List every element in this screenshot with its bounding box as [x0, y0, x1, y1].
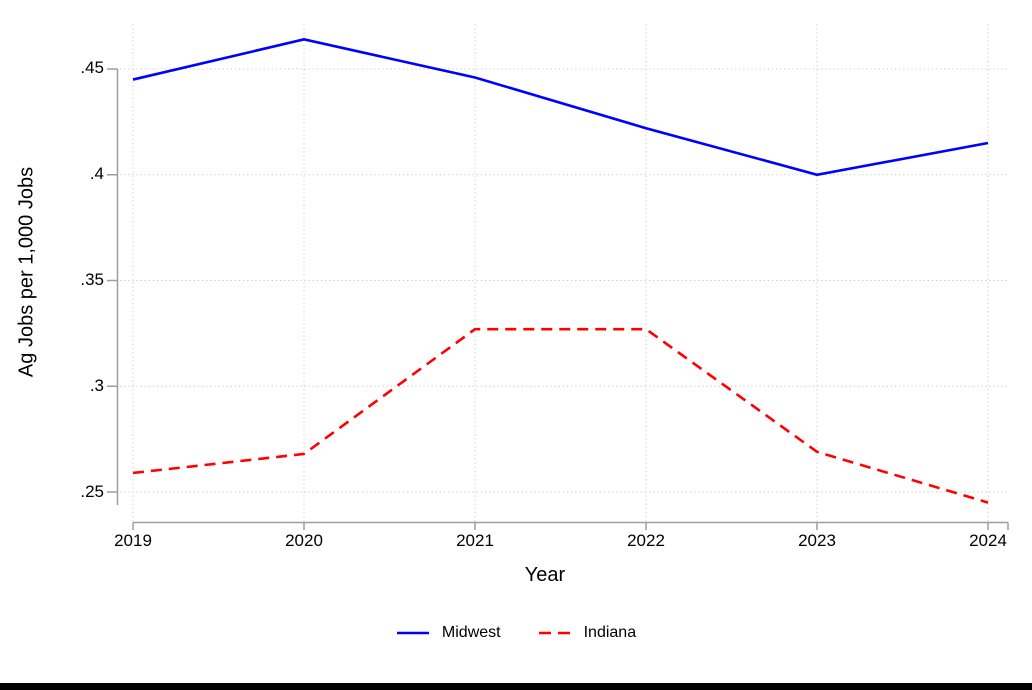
y-tick-label: .45 [80, 58, 104, 77]
legend: Midwest Indiana [0, 621, 1032, 645]
indiana-series-line [132, 327, 989, 504]
legend-item-midwest: Midwest [396, 623, 501, 643]
midwest-series-line [132, 38, 989, 177]
indiana-line-swatch [538, 631, 571, 635]
y-tick-label: .25 [80, 482, 104, 501]
x-tick-label: 2019 [114, 531, 152, 550]
x-tick-label: 2020 [285, 531, 323, 550]
legend-label-midwest: Midwest [441, 624, 501, 641]
y-tick-label: .3 [89, 376, 104, 395]
y-axis-title: Ag Jobs per 1,000 Jobs [15, 166, 38, 378]
midwest-line-swatch [396, 631, 429, 635]
bottom-bar [0, 683, 1032, 690]
x-tick-label: 2021 [456, 531, 494, 550]
y-tick-label: .4 [89, 164, 104, 183]
x-tick-label: 2023 [798, 531, 836, 550]
y-tick-label: .35 [80, 270, 104, 289]
x-tick-label: 2022 [627, 531, 665, 550]
x-axis-title: Year [524, 564, 566, 586]
legend-item-indiana: Indiana [538, 623, 637, 643]
legend-label-indiana: Indiana [583, 624, 637, 641]
x-tick-label: 2024 [969, 531, 1007, 550]
